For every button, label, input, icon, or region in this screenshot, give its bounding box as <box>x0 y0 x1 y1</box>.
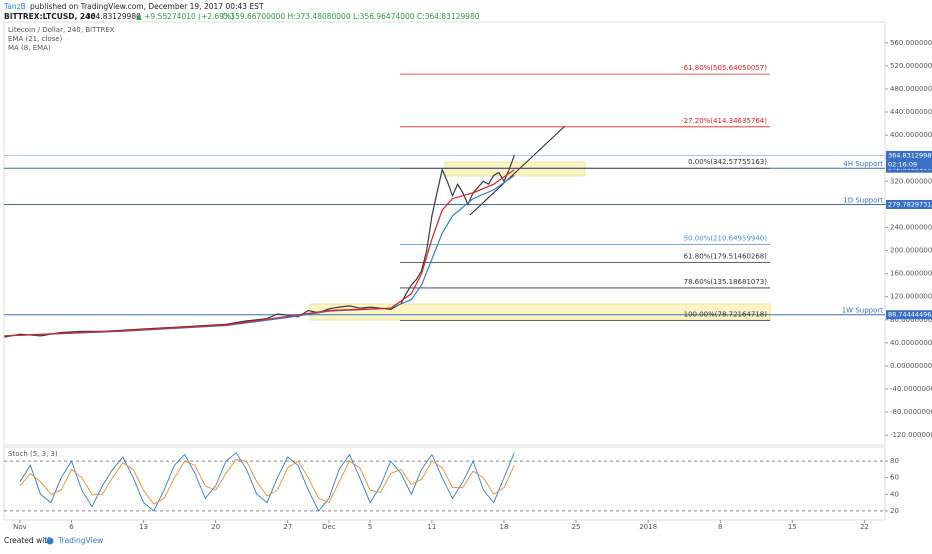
y-tick-label: 320.00000000 <box>890 177 932 185</box>
y-tick-label: -40.00000000 <box>890 385 932 393</box>
price: 364.83129980 <box>86 12 141 21</box>
support-box <box>886 310 932 320</box>
change: ▲ +9.55274010 (+2.69%) <box>136 12 234 21</box>
series-line <box>19 458 515 505</box>
x-tick-label: 25 <box>572 523 581 531</box>
trend-line <box>469 125 566 216</box>
x-tick-label: Dec <box>322 523 336 531</box>
y-tick-label: 120.00000000 <box>890 293 932 301</box>
x-tick-label: 13 <box>139 523 148 531</box>
fib-label: 0.00%(342.57755163) <box>688 158 767 166</box>
x-tick-label: 20 <box>211 523 220 531</box>
stoch-pane <box>3 446 886 521</box>
fib-label: -61.80%(505.64050057) <box>681 64 767 72</box>
series-line <box>19 452 515 512</box>
x-tick-label: 8 <box>718 523 722 531</box>
y-tick-label: 20 <box>890 507 899 515</box>
y-tick-label: 80.00000000 <box>890 316 932 324</box>
price-pane <box>3 21 886 446</box>
x-tick-label: 15 <box>788 523 797 531</box>
legend-entry: EMA (21, close) <box>8 35 63 43</box>
ohlc: O:359.66700000 H:373.48080000 L:356.9647… <box>222 12 480 21</box>
zone <box>444 161 586 177</box>
created: Created with <box>4 536 52 545</box>
fib-label: 100.00%(78.72164718) <box>684 311 768 319</box>
x-tick-label: 11 <box>427 523 436 531</box>
y-tick-label: 480.00000000 <box>890 85 932 93</box>
y-tick-label: -120.00000000 <box>890 431 932 439</box>
support-label: 88.74444496 <box>888 311 931 319</box>
y-tick-label: 560.00000000 <box>890 39 932 47</box>
y-tick-label: -80.00000000 <box>890 408 932 416</box>
support-name: 1D Support <box>843 196 883 204</box>
y-tick-label: 440.00000000 <box>890 108 932 116</box>
x-tick-label: 22 <box>860 523 869 531</box>
series-line <box>4 169 515 337</box>
y-tick-label: 240.00000000 <box>890 223 932 231</box>
y-tick-label: 80 <box>890 457 899 465</box>
symbol: BITTREX:LTCUSD, 240 <box>4 12 96 21</box>
x-tick-label: 27 <box>283 523 292 531</box>
support-label: 279.78297318 <box>888 200 932 208</box>
last-box <box>886 150 932 169</box>
fib-label: 78.60%(135.18681073) <box>684 278 768 286</box>
logo <box>46 537 54 545</box>
zone <box>309 303 771 321</box>
x-tick-label: 5 <box>368 523 372 531</box>
support-name: 1W Support <box>842 307 884 315</box>
x-tick-label: 18 <box>500 523 509 531</box>
countdown: 02:16:09 <box>888 160 917 168</box>
x-tick-label: 2018 <box>639 523 657 531</box>
y-tick-label: 40 <box>890 490 899 498</box>
brand: TradingView <box>57 536 103 545</box>
x-tick-label: Nov <box>13 523 27 531</box>
published: published on TradingView.com, December 1… <box>30 2 264 11</box>
y-tick-label: 200.00000000 <box>890 247 932 255</box>
support-box <box>886 199 932 209</box>
y-tick-label: 40.00000000 <box>890 339 932 347</box>
fib-label: -27.20%(414.34635764) <box>681 117 767 125</box>
legend-entry: MA (8, EMA) <box>8 44 51 52</box>
y-tick-label: 520.00000000 <box>890 62 932 70</box>
y-tick-label: 60 <box>890 474 899 482</box>
y-tick-label: 0.00000000 <box>890 362 932 370</box>
legend-title: Stoch (5, 3, 3) <box>8 450 58 458</box>
series-line <box>4 175 515 337</box>
x-tick-label: 6 <box>69 523 74 531</box>
y-tick-label: 160.00000000 <box>890 270 932 278</box>
author: TanzB <box>3 2 26 11</box>
legend-entry: Litecoin / Dollar, 240, BITTREX <box>8 26 115 34</box>
support-name: 4H Support <box>843 160 883 168</box>
fib-label: 61.80%(179.51460268) <box>684 252 768 260</box>
last-label: 364.83129980 <box>888 151 932 159</box>
y-tick-label: 400.00000000 <box>890 131 932 139</box>
fib-label: 50.00%(210.64959940) <box>684 234 768 242</box>
